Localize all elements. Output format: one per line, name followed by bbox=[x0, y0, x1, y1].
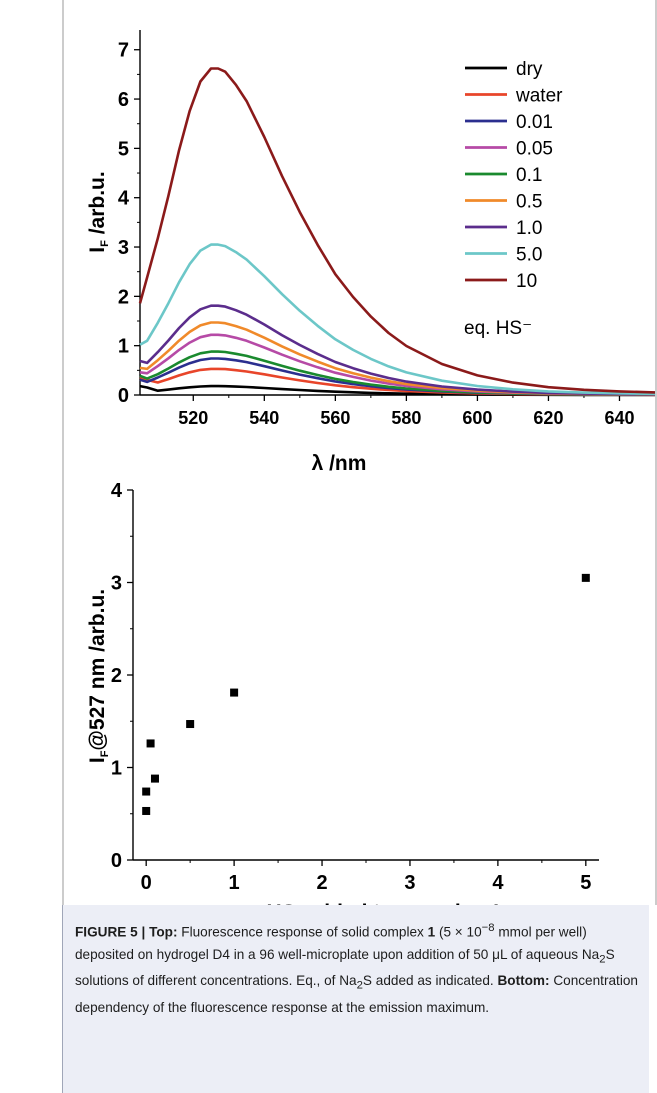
y-axis-label-main: I bbox=[86, 247, 109, 253]
legend-title: eq. HS⁻ bbox=[464, 318, 532, 339]
legend-label: 0.1 bbox=[516, 165, 542, 186]
x-tick-label: 640 bbox=[604, 408, 634, 428]
legend-label: 0.05 bbox=[516, 139, 553, 160]
scatter-point bbox=[150, 774, 159, 783]
y-tick-label: 6 bbox=[118, 89, 129, 111]
x-tick-label: 520 bbox=[178, 408, 208, 428]
y-axis-label: IF /arb.u. bbox=[86, 171, 111, 252]
legend-label: 5.0 bbox=[516, 245, 542, 266]
y-tick-label: 3 bbox=[111, 573, 122, 595]
scatter-point bbox=[230, 688, 239, 697]
x-tick-label: 3 bbox=[404, 872, 415, 894]
caption-top-label: Top: bbox=[149, 924, 178, 940]
legend-label: 1.0 bbox=[516, 218, 542, 239]
legend-label: 0.01 bbox=[516, 112, 553, 133]
x-axis-label-pre: eq. HS bbox=[230, 901, 295, 905]
caption-figure-label: FIGURE 5 | bbox=[75, 924, 150, 940]
y-tick-label: 4 bbox=[118, 188, 130, 210]
y-axis-label-main: I bbox=[86, 757, 109, 763]
y-tick-label: 5 bbox=[118, 138, 129, 160]
y-axis-label-rest: /arb.u. bbox=[86, 171, 109, 240]
x-tick-label: 0 bbox=[141, 872, 152, 894]
scatter-point bbox=[142, 806, 151, 815]
y-tick-label: 3 bbox=[118, 237, 129, 259]
series-line-5.0 bbox=[139, 243, 656, 396]
caption-text: Fluorescence response of solid complex bbox=[177, 924, 428, 940]
series-line-10 bbox=[138, 67, 656, 394]
caption-text: Concentration dependency of the fluoresc… bbox=[75, 973, 638, 1015]
figure-caption: FIGURE 5 | Top: Fluorescence response of… bbox=[75, 917, 639, 1019]
figure-caption-box: FIGURE 5 | Top: Fluorescence response of… bbox=[62, 905, 649, 1093]
legend-label: dry bbox=[516, 59, 543, 80]
y-axis-label-sub: F bbox=[99, 240, 111, 247]
y-tick-label: 1 bbox=[118, 336, 129, 358]
x-axis-label-post: added to complex 1 bbox=[300, 901, 502, 905]
x-tick-label: 5 bbox=[580, 872, 591, 894]
caption-text: S added as indicated. bbox=[362, 973, 498, 989]
y-tick-label: 2 bbox=[118, 286, 129, 308]
y-tick-label: 1 bbox=[111, 758, 122, 780]
legend-label: water bbox=[515, 86, 563, 107]
caption-bottom-label: Bottom: bbox=[497, 973, 550, 989]
y-tick-label: 7 bbox=[118, 40, 129, 62]
caption-subscript: 2 bbox=[599, 953, 606, 966]
y-tick-label: 0 bbox=[111, 850, 122, 872]
caption-complex-number: 1 bbox=[427, 924, 436, 940]
x-tick-label: 4 bbox=[492, 872, 504, 894]
caption-text: mmol per well) deposited on hydrogel D4 … bbox=[75, 924, 600, 962]
x-axis-label: eq. HS- added to complex 1 bbox=[230, 900, 502, 905]
x-tick-label: 620 bbox=[533, 408, 563, 428]
scatter-point bbox=[142, 787, 151, 796]
legend-label: 0.5 bbox=[516, 192, 542, 213]
y-tick-label: 0 bbox=[118, 385, 129, 407]
x-tick-label: 540 bbox=[249, 408, 279, 428]
caption-subscript: 2 bbox=[356, 979, 363, 992]
legend-box bbox=[456, 50, 633, 347]
x-tick-label: 560 bbox=[320, 408, 350, 428]
y-axis-label-rest: @527 nm /arb.u. bbox=[86, 589, 109, 751]
scatter-point bbox=[186, 720, 195, 729]
scatter-point bbox=[146, 739, 155, 748]
scatter-point bbox=[581, 573, 590, 582]
y-axis-label-sub: F bbox=[99, 750, 111, 757]
legend-label: 10 bbox=[516, 271, 537, 292]
y-tick-label: 4 bbox=[111, 480, 123, 502]
caption-exponent: −8 bbox=[481, 922, 495, 934]
x-tick-label: 2 bbox=[316, 872, 327, 894]
x-tick-label: 1 bbox=[229, 872, 240, 894]
x-axis-label: λ /nm bbox=[312, 452, 367, 475]
y-tick-label: 2 bbox=[111, 665, 122, 687]
series-line-1.0 bbox=[139, 304, 656, 396]
caption-text: S solutions of different concentrations.… bbox=[75, 946, 615, 989]
caption-text: (5 × 10 bbox=[435, 924, 482, 940]
spectrum-chart: 0 1 2 3 4 5 6 7 520 540 560 580 600 620 640 λ /nm IF /ar… bbox=[86, 30, 656, 475]
y-axis-label: IF@527 nm /arb.u. bbox=[86, 589, 111, 763]
scatter-chart: 0 1 2 3 4 0 1 2 3 4 5 eq. HS- added to complex 1 IF@… bbox=[86, 480, 599, 905]
x-tick-label: 580 bbox=[391, 408, 421, 428]
x-tick-label: 600 bbox=[462, 408, 492, 428]
x-axis-label-sup: - bbox=[296, 900, 300, 905]
